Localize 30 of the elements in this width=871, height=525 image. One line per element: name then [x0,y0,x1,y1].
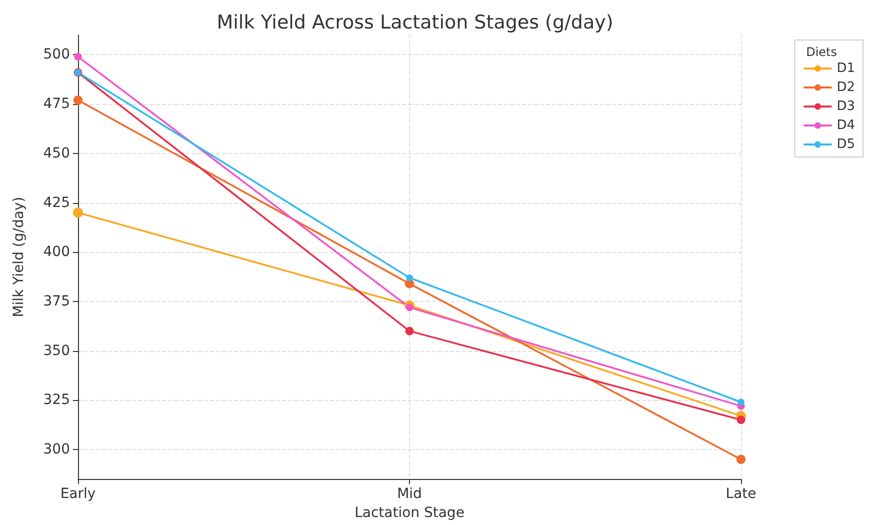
point [736,454,746,464]
y-tick-label: 450 [43,145,70,162]
x-tick-label: Late [726,486,756,502]
x-axis-title: Lactation Stage [354,505,464,521]
legend-label: D2 [836,80,855,95]
legend-label: D3 [836,99,855,114]
y-tick-label: 375 [43,293,70,310]
chart-title: Milk Yield Across Lactation Stages (g/day) [216,12,614,34]
legend-title: Diets [806,45,838,59]
y-tick-label: 300 [43,441,70,458]
legend-label: D4 [836,118,855,133]
point [73,208,83,218]
point [738,398,744,406]
point [406,304,414,312]
y-tick-label: 475 [43,96,70,112]
x-tick-label: Early [60,486,96,502]
y-axis-title: Milk Yield (g/day) [11,196,27,318]
point [405,326,414,336]
point [73,96,83,105]
point [74,52,82,61]
y-tick-label: 325 [43,392,70,408]
y-tick-label: 400 [43,244,70,260]
point [406,274,413,282]
x-tick-label: Mid [397,486,422,502]
legend-label: D1 [836,61,855,76]
y-tick-label: 500 [43,46,70,63]
point [736,416,746,424]
legend-label: D5 [836,137,855,152]
y-tick-label: 350 [43,342,70,359]
y-tick-label: 425 [43,194,70,211]
